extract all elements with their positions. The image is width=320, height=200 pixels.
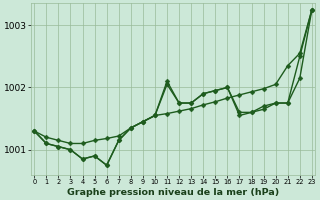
X-axis label: Graphe pression niveau de la mer (hPa): Graphe pression niveau de la mer (hPa) bbox=[67, 188, 279, 197]
